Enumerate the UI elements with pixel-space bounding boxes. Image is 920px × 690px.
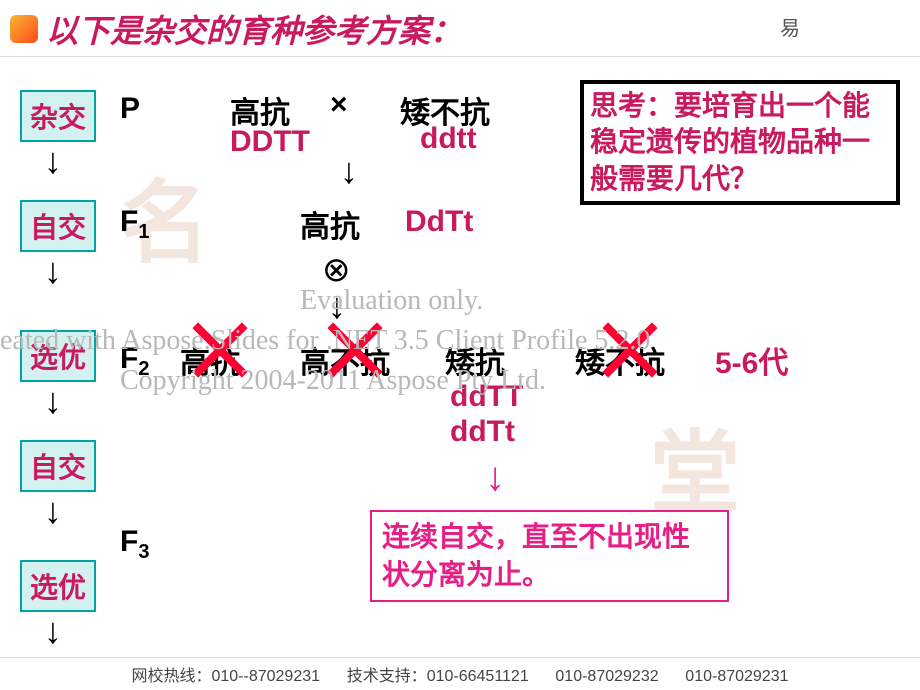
gen-f3: F3 bbox=[120, 525, 149, 564]
logo-icon bbox=[10, 15, 38, 43]
footer-hotline: 网校热线：010--87029231 bbox=[131, 668, 320, 685]
gen-f3-sub: 3 bbox=[138, 541, 149, 563]
footer-support: 技术支持：010-66451121 bbox=[347, 668, 529, 685]
arrow-s4: ↓ bbox=[44, 490, 62, 532]
gen-f1: F1 bbox=[120, 205, 149, 244]
step-select-2: 选优 bbox=[20, 560, 96, 612]
gen-f3-F: F bbox=[120, 525, 138, 558]
self-cross-icon: ⊗ bbox=[322, 250, 351, 290]
footer-num1: 010-87029232 bbox=[555, 668, 658, 685]
f1-gaokang: 高抗 bbox=[300, 202, 360, 246]
gen-p: P bbox=[120, 92, 140, 126]
step-self-2: 自交 bbox=[20, 440, 96, 492]
gen-f1-F: F bbox=[120, 205, 138, 238]
geno-DdTt: DdTt bbox=[405, 205, 473, 239]
arrow-to-note: ↓ bbox=[485, 455, 505, 500]
question-box: 思考：要培育出一个能稳定遗传的植物品种一般需要几代？ bbox=[580, 80, 900, 205]
arrow-s1: ↓ bbox=[44, 140, 62, 182]
step-cross: 杂交 bbox=[20, 90, 96, 142]
geno-ddTt: ddTt bbox=[450, 415, 515, 449]
cross-symbol: × bbox=[330, 88, 348, 122]
geno-DDTT: DDTT bbox=[230, 125, 310, 159]
note-box: 连续自交，直至不出现性状分离为止。 bbox=[370, 510, 729, 602]
answer-5-6: 5-6代 bbox=[715, 338, 788, 382]
page-title: 以下是杂交的育种参考方案： bbox=[46, 6, 462, 52]
footer-num2: 010-87029231 bbox=[685, 668, 788, 685]
footer: 网校热线：010--87029231 技术支持：010-66451121 010… bbox=[0, 657, 920, 686]
wm-line1: Evaluation only. bbox=[300, 285, 483, 317]
arrow-s2: ↓ bbox=[44, 250, 62, 292]
arrow-s5: ↓ bbox=[44, 610, 62, 652]
gen-f1-sub: 1 bbox=[138, 221, 149, 243]
wm-line3: Copyright 2004-2011 Aspose Pty Ltd. bbox=[120, 365, 546, 397]
step-self-1: 自交 bbox=[20, 200, 96, 252]
geno-ddtt: ddtt bbox=[420, 122, 477, 156]
arrow-p-f1: ↓ bbox=[340, 150, 358, 192]
arrow-s3: ↓ bbox=[44, 380, 62, 422]
corner-label: 易 bbox=[780, 12, 800, 41]
wm-line2: eated with Aspose.Slides for .NET 3.5 Cl… bbox=[0, 325, 650, 357]
